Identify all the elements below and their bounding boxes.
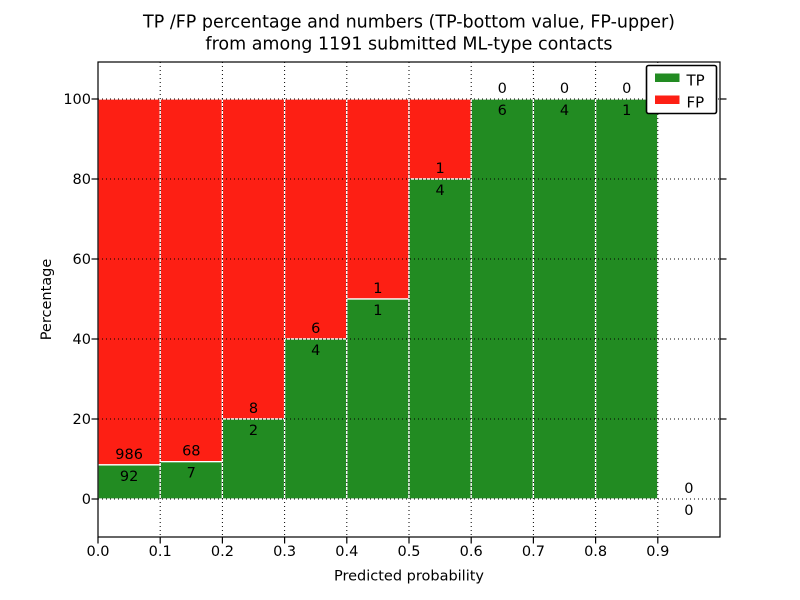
legend-label-tp: TP: [686, 72, 705, 90]
tp-count-label: 7: [187, 466, 196, 482]
x-tick-label: 0.9: [646, 544, 669, 560]
chart-title-line-1: TP /FP percentage and numbers (TP-bottom…: [142, 13, 675, 33]
x-axis-label: Predicted probability: [334, 569, 484, 585]
fp-count-label: 986: [115, 447, 143, 463]
fp-bar: [97, 98, 161, 466]
y-axis-label: Percentage: [39, 259, 55, 341]
bars-group: [97, 98, 659, 500]
fp-count-label: 0: [560, 81, 569, 97]
tp-bar: [594, 98, 659, 500]
tp-count-label: 4: [560, 103, 569, 119]
x-tick-label: 0.8: [584, 544, 607, 560]
y-tick-label: 20: [73, 412, 91, 428]
fp-count-label: 1: [373, 281, 382, 297]
x-tick-label: 0.7: [522, 544, 545, 560]
x-tick-label: 0.3: [273, 544, 296, 560]
plot-area: 0.0 0.1 0.2 0.3 0.4 0.5 0.6 0.7 0.8 0.90204060801…: [63, 61, 727, 560]
fp-bar: [346, 98, 410, 300]
tp-bar: [159, 461, 224, 500]
x-tick-label: 0.6: [460, 544, 483, 560]
legend: TP FP: [645, 64, 718, 115]
tp-count-label: 4: [435, 183, 444, 199]
tp-count-label: 92: [120, 469, 138, 485]
tp-bar: [532, 98, 597, 500]
fp-count-label: 0: [622, 81, 631, 97]
y-tick-label: 60: [73, 252, 91, 268]
legend-swatch-fp: [655, 95, 680, 104]
fp-count-label: 1: [435, 161, 444, 177]
tick-marks: [91, 98, 727, 544]
tp-bar: [346, 298, 410, 500]
tick-labels: 0.0 0.1 0.2 0.3 0.4 0.5 0.6 0.7 0.8 0.9 0 20 40 60 80 1…: [63, 92, 669, 560]
fp-bar: [159, 98, 224, 463]
fp-count-label: 8: [249, 401, 258, 417]
fp-bar: [283, 98, 348, 340]
tp-count-label: 1: [373, 303, 382, 319]
y-tick-label: 40: [73, 332, 91, 348]
x-tick-label: 0.5: [397, 544, 420, 560]
fp-count-label: 6: [311, 321, 320, 337]
y-tick-label: 80: [73, 172, 91, 188]
legend-label-fp: FP: [687, 94, 705, 112]
legend-box: [645, 64, 718, 115]
tp-bar: [408, 178, 472, 500]
tp-count-label: 2: [249, 423, 258, 439]
fp-count-label: 0: [498, 81, 507, 97]
fp-bar: [221, 98, 286, 420]
x-tick-label: 0.4: [335, 544, 358, 560]
chart-title-line-2: from among 1191 submitted ML-type contac…: [205, 35, 612, 55]
tp-bar: [283, 338, 348, 500]
x-tick-label: 0.0: [86, 544, 109, 560]
fp-count-label: 0: [684, 481, 693, 497]
tp-count-label: 0: [684, 503, 693, 519]
fp-count-label: 68: [182, 444, 200, 460]
legend-swatch-tp: [655, 73, 680, 82]
tp-count-label: 1: [622, 103, 631, 119]
tp-count-label: 6: [498, 103, 507, 119]
x-tick-label: 0.1: [149, 544, 172, 560]
y-tick-label: 100: [63, 92, 91, 108]
y-tick-label: 0: [82, 492, 91, 508]
tp-bar: [221, 418, 286, 500]
tp-bar: [97, 464, 161, 500]
bar-count-labels: 986 92 68 7 8 2 6 4 1 1 1 4 0 6 0 4 0 1 0 0: [115, 81, 693, 519]
tp-bar: [470, 98, 535, 500]
x-tick-label: 0.2: [211, 544, 234, 560]
tp-count-label: 4: [311, 343, 320, 359]
